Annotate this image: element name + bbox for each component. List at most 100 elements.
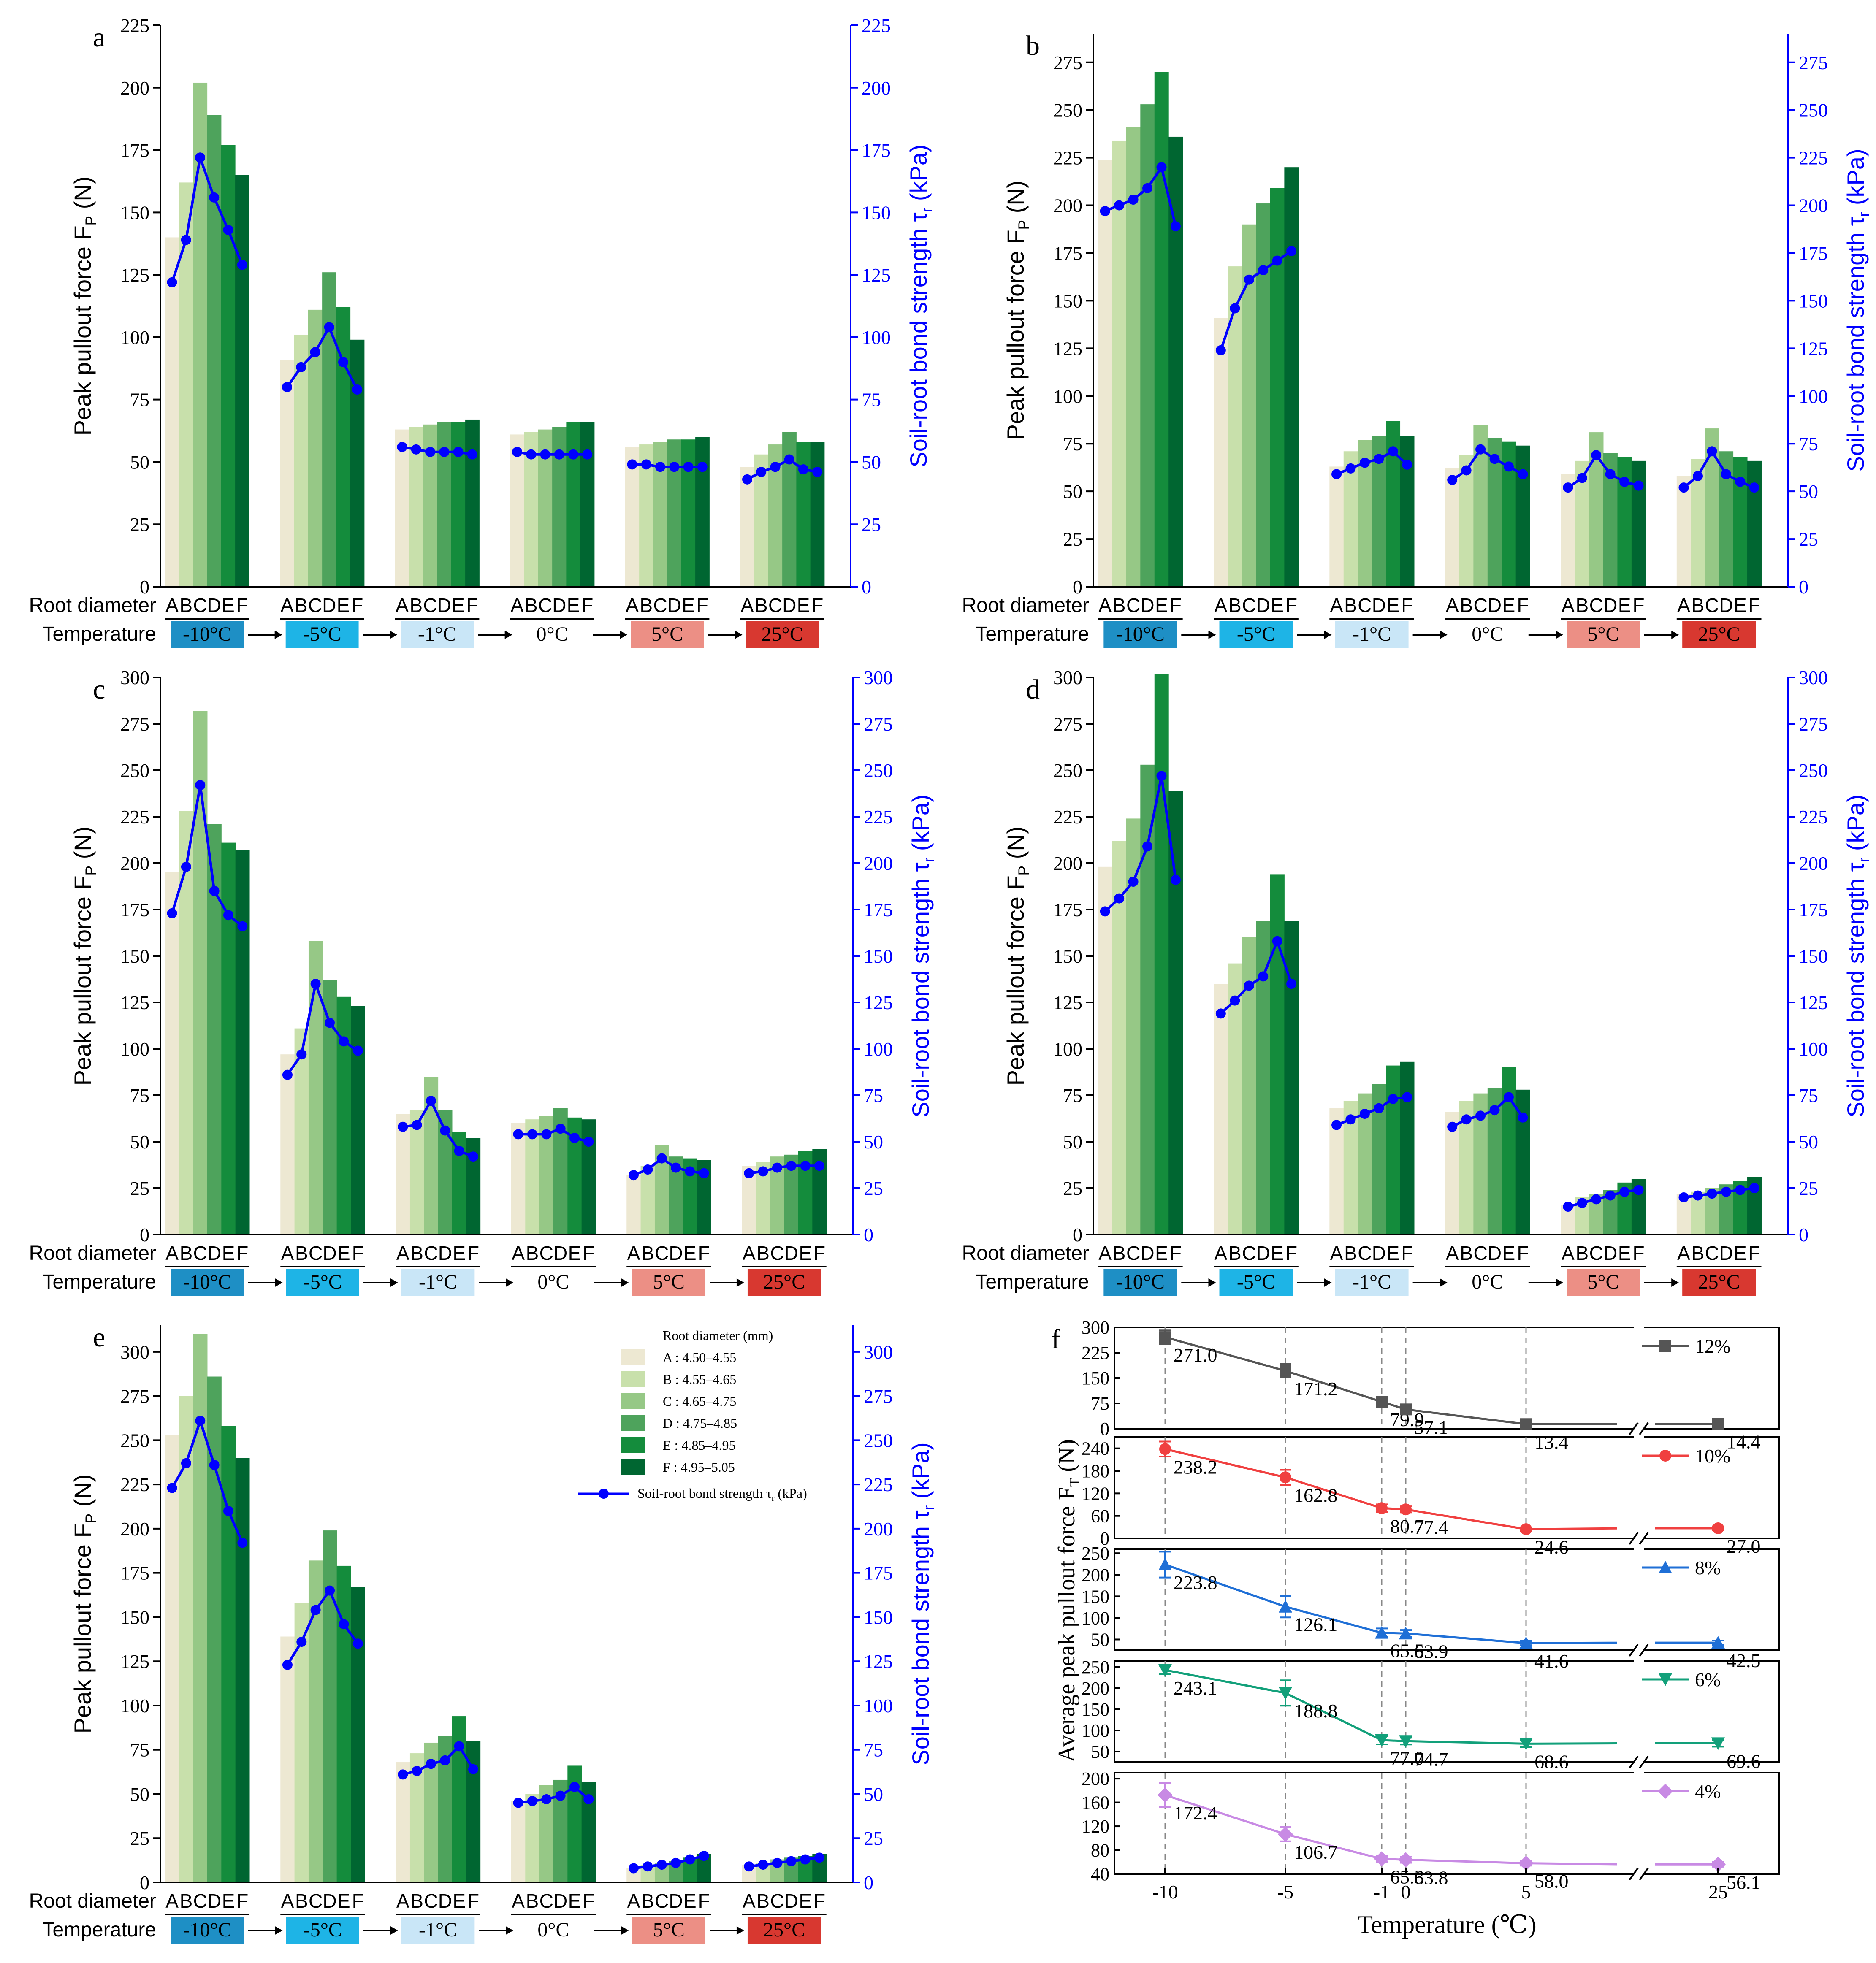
- bond-strength-point: [1489, 454, 1500, 464]
- y-tick-label: 150: [1082, 1699, 1109, 1720]
- x-tick-label: -5: [1277, 1881, 1293, 1903]
- data-label: 162.8: [1294, 1484, 1338, 1506]
- category-label: D: [784, 1890, 798, 1912]
- arrow-head: [1208, 631, 1216, 639]
- category-label: D: [207, 1890, 221, 1912]
- data-label: 223.8: [1174, 1572, 1217, 1593]
- y-tick-label: 250: [1082, 1657, 1109, 1678]
- bond-strength-point: [338, 357, 349, 367]
- y-tick-label: 80: [1091, 1840, 1109, 1861]
- bar: [294, 334, 309, 587]
- y-tick-label: 225: [1053, 147, 1082, 169]
- bond-strength-point: [643, 1861, 653, 1872]
- y2-tick-label: 200: [862, 77, 891, 99]
- data-label: 171.2: [1294, 1378, 1338, 1400]
- temperature-label: 25°C: [1698, 623, 1740, 645]
- marker-triangle-up: [1158, 1557, 1172, 1570]
- bond-strength-point: [1170, 221, 1181, 232]
- y-tick-label: 100: [1053, 1038, 1082, 1060]
- arrow-head: [506, 1278, 514, 1287]
- y2-tick-label: 75: [1799, 433, 1818, 455]
- bond-strength-point: [1735, 1185, 1746, 1195]
- bond-strength-point: [1447, 475, 1458, 485]
- bar: [1214, 318, 1228, 587]
- bond-strength-point: [758, 1166, 768, 1177]
- y-tick-label: 0: [140, 576, 149, 598]
- marker-triangle-down: [1711, 1737, 1725, 1750]
- y-tick-label: 25: [130, 1828, 149, 1849]
- y-axis-title: Peak pullout force FP (N): [69, 826, 99, 1086]
- bond-strength-point: [1359, 1109, 1370, 1119]
- bond-strength-point: [181, 1458, 191, 1468]
- bar: [409, 1110, 424, 1235]
- panel-d: 0 25 50 75 100 125 150 175 200 225 250 275 300 0 25 50 7…: [962, 667, 1872, 1296]
- bond-strength-point: [756, 467, 767, 477]
- bar: [810, 442, 825, 587]
- bar: [1270, 188, 1285, 587]
- bar: [1329, 466, 1344, 587]
- temperature-label: 0°C: [537, 623, 568, 645]
- category-label: C: [770, 1890, 784, 1912]
- arrow-head: [390, 1278, 398, 1287]
- category-label: E: [337, 1242, 350, 1264]
- category-label: B: [1113, 1242, 1126, 1264]
- bond-strength-point: [1331, 469, 1342, 479]
- category-label: D: [1140, 1242, 1154, 1264]
- bond-strength-point: [468, 1151, 479, 1162]
- legend-item: D : 4.75–4.85: [663, 1416, 737, 1431]
- temperature-label: -10°C: [183, 1919, 231, 1941]
- y2-tick-label: 225: [862, 15, 891, 36]
- category-label: E: [683, 1242, 697, 1264]
- y2-tick-label: 75: [1799, 1085, 1818, 1106]
- bond-strength-point: [1402, 459, 1412, 470]
- bar: [165, 1435, 179, 1882]
- y2-tick-label: 200: [1799, 853, 1828, 874]
- temperature-box: [1682, 621, 1756, 648]
- category-label: E: [1386, 1242, 1399, 1264]
- temperature-label: 5°C: [651, 623, 683, 645]
- bar: [351, 1006, 365, 1235]
- temperature-label: 5°C: [653, 1271, 685, 1293]
- y2-tick-label: 275: [864, 713, 893, 735]
- marker-triangle-down: [1399, 1735, 1412, 1748]
- temperature-label: 0°C: [1472, 1271, 1503, 1293]
- bond-strength-point: [643, 1164, 653, 1175]
- bond-strength-point: [1230, 995, 1240, 1006]
- bond-strength-point: [1461, 465, 1472, 476]
- category-label: C: [1126, 1242, 1140, 1264]
- y2-tick-label: 125: [864, 1651, 893, 1672]
- y-tick-label: 200: [120, 853, 149, 874]
- y2-tick-label: 275: [1799, 713, 1828, 735]
- bond-strength-point: [324, 1018, 335, 1028]
- data-label: 74.7: [1414, 1748, 1448, 1770]
- bar: [280, 1636, 295, 1882]
- y2-tick-label: 275: [864, 1386, 893, 1407]
- bond-strength-point: [1735, 477, 1746, 487]
- category-label: F: [583, 1890, 594, 1912]
- bond-strength-point: [628, 1170, 639, 1181]
- y-tick-label: 150: [120, 1606, 149, 1628]
- category-label: C: [1242, 594, 1256, 616]
- category-label: B: [526, 1242, 539, 1264]
- bond-strength-point: [770, 462, 781, 472]
- bar: [740, 467, 755, 587]
- bond-strength-point: [656, 1153, 667, 1164]
- bar: [1459, 455, 1474, 587]
- temperature-box: [171, 1917, 244, 1944]
- row-label-root-diameter: Root diameter: [962, 1242, 1089, 1264]
- category-label: B: [295, 594, 308, 616]
- y2-tick-label: 225: [1799, 806, 1828, 828]
- category-label: C: [538, 594, 552, 616]
- category-label: F: [813, 1242, 825, 1264]
- bond-strength-point: [513, 1798, 523, 1808]
- series-legend-label: 8%: [1695, 1557, 1721, 1579]
- data-label: 58.0: [1534, 1871, 1569, 1892]
- y-tick-label: 100: [120, 1038, 149, 1060]
- bar: [1098, 866, 1112, 1235]
- arrow-head: [275, 1278, 283, 1287]
- series-legend-label: 4%: [1695, 1781, 1721, 1802]
- bond-strength-point: [540, 449, 550, 460]
- bond-strength-point: [582, 449, 593, 460]
- y2-tick-label: 225: [1799, 147, 1828, 169]
